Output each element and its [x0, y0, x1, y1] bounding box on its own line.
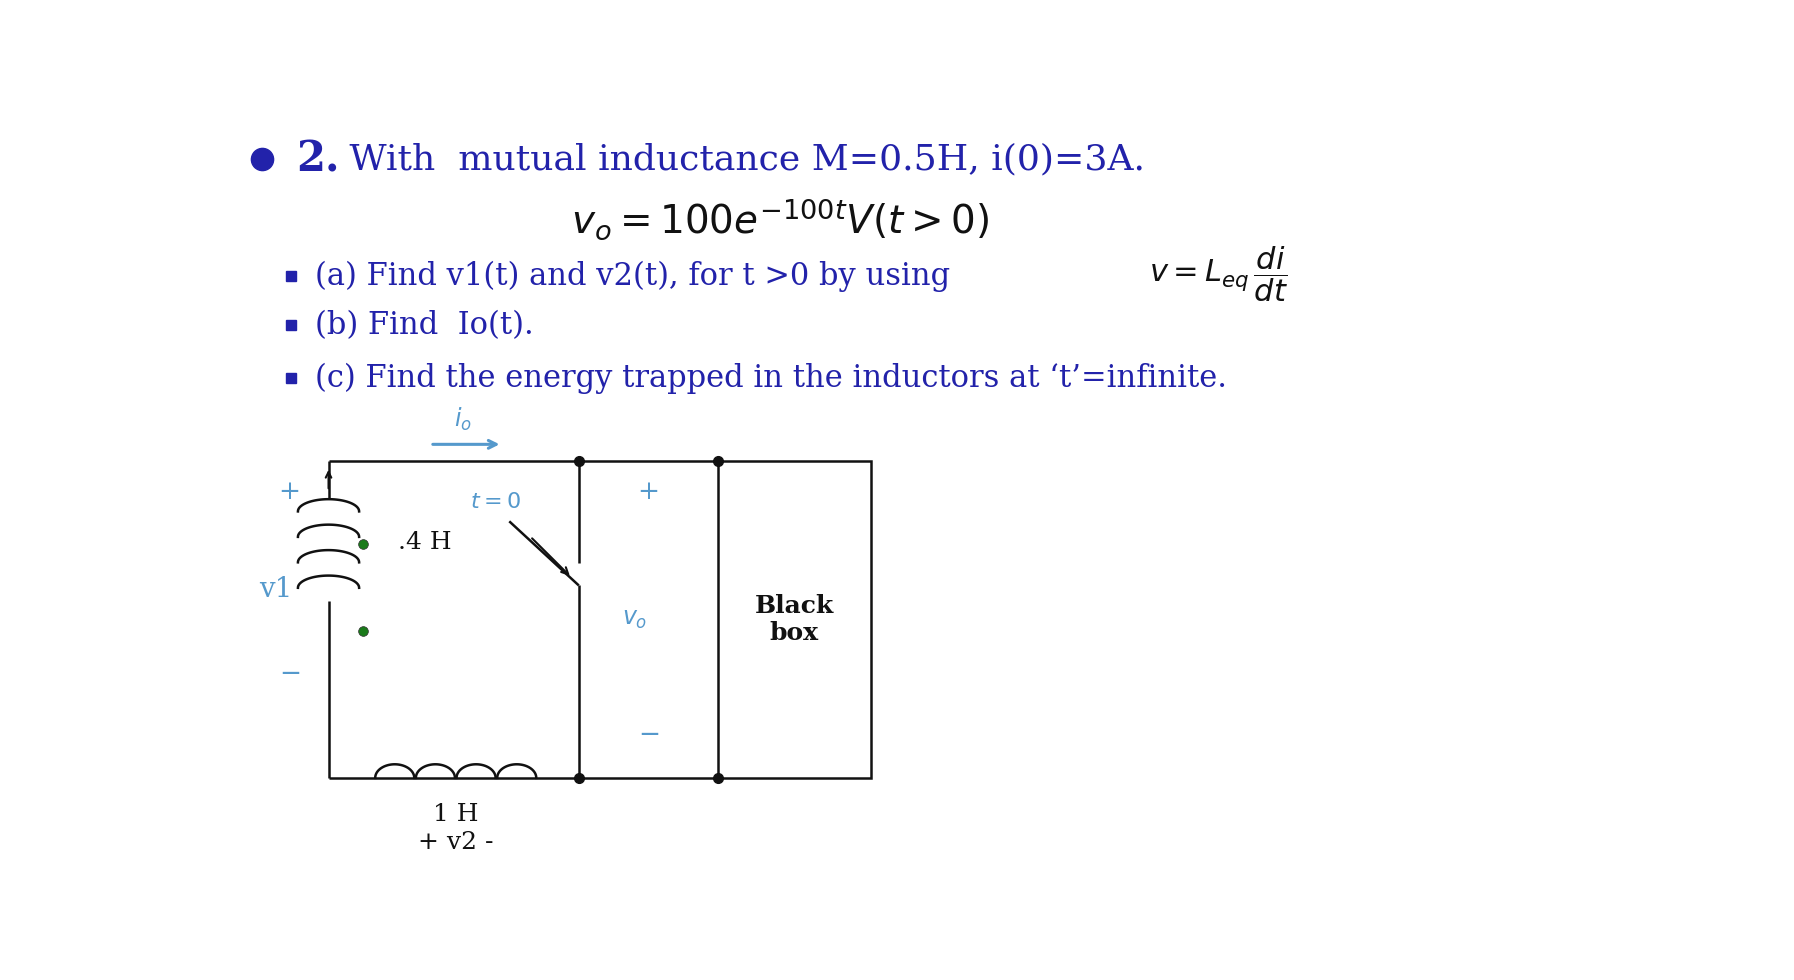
Text: +: + — [278, 478, 301, 504]
Text: $i_o$: $i_o$ — [454, 406, 472, 433]
Text: With  mutual inductance M=0.5H, i(0)=3A.: With mutual inductance M=0.5H, i(0)=3A. — [339, 142, 1145, 176]
Text: $v = L_{eq}\,\dfrac{di}{dt}$: $v = L_{eq}\,\dfrac{di}{dt}$ — [1148, 244, 1288, 304]
Text: $-$: $-$ — [278, 660, 300, 685]
Bar — [718, 461, 870, 778]
Text: $v_o = 100e^{-100t}V(t > 0)$: $v_o = 100e^{-100t}V(t > 0)$ — [570, 197, 990, 242]
Text: +: + — [637, 478, 660, 504]
Text: $t = 0$: $t = 0$ — [470, 491, 520, 514]
Text: 2.: 2. — [296, 138, 341, 180]
Text: .4 H: .4 H — [398, 530, 452, 554]
Text: v1: v1 — [258, 575, 292, 603]
Text: + v2 -: + v2 - — [418, 830, 493, 854]
Text: (a) Find v1(t) and v2(t), for t >0 by using: (a) Find v1(t) and v2(t), for t >0 by us… — [314, 261, 949, 292]
Text: (c) Find the energy trapped in the inductors at ‘t’=infinite.: (c) Find the energy trapped in the induc… — [314, 363, 1227, 394]
Text: Black
box: Black box — [755, 594, 834, 645]
Text: $v_o$: $v_o$ — [623, 608, 648, 631]
Text: $-$: $-$ — [637, 719, 658, 746]
Text: (b) Find  Io(t).: (b) Find Io(t). — [314, 310, 533, 341]
Text: 1 H: 1 H — [432, 803, 479, 825]
